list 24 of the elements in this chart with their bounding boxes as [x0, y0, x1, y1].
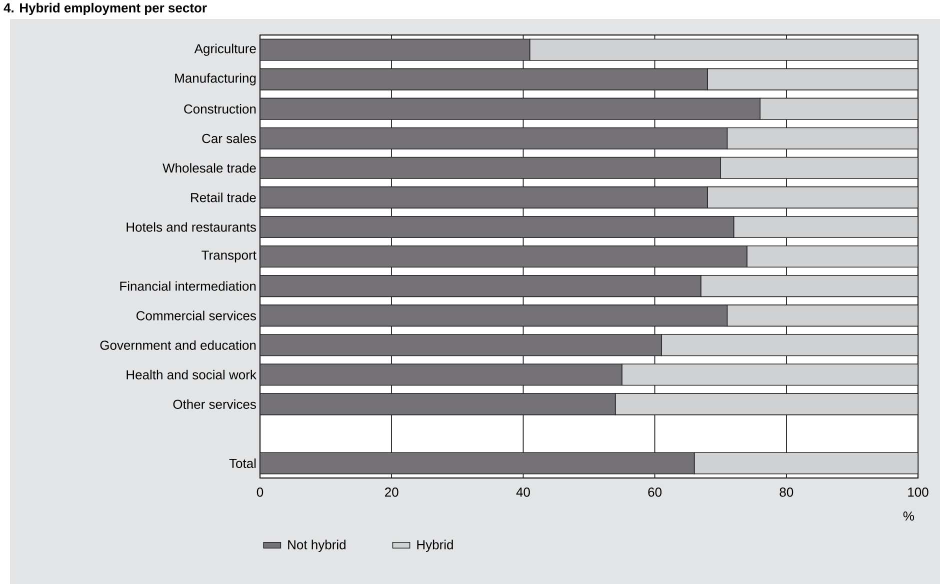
x-tick-label: 40	[516, 488, 530, 497]
x-axis-title: %	[903, 512, 914, 521]
y-tick-label: Health and social work	[126, 370, 256, 380]
x-tick-label: 0	[256, 488, 264, 497]
legend-label: Not hybrid	[288, 540, 346, 552]
y-tick-label: Hotels and restaurants	[126, 222, 256, 232]
y-tick-label: Commercial services	[136, 310, 256, 320]
y-tick-label: Financial intermediation	[120, 281, 256, 291]
y-tick-label: Agriculture	[194, 44, 256, 56]
text: 4. Hybrid employment per sector	[4, 2, 207, 16]
y-tick-label: Car sales	[202, 134, 256, 144]
x-tick-label: 100	[908, 488, 928, 497]
y-tick-label: Wholesale trade	[162, 163, 256, 173]
y-tick-label: Retail trade	[191, 192, 256, 202]
y-tick-label: Manufacturing	[175, 73, 256, 86]
y-tick-label: Government and education	[100, 340, 256, 350]
y-tick-label: Construction	[184, 104, 256, 114]
y-tick-label: Other services	[173, 399, 256, 409]
x-tick-label: 20	[385, 488, 398, 497]
x-tick-label: 60	[648, 488, 662, 497]
x-tick-label: 80	[780, 488, 794, 497]
y-tick-label: Total	[229, 458, 256, 468]
legend-label: Hybrid	[417, 540, 453, 552]
y-tick-label: Transport	[202, 250, 256, 262]
